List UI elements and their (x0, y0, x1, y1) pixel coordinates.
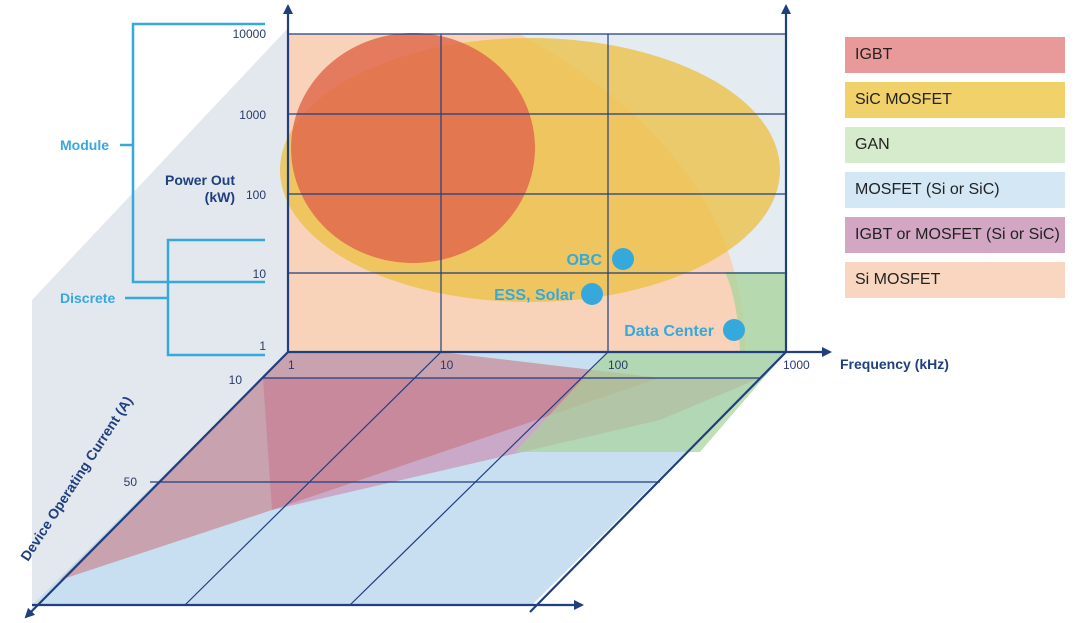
data-center-marker (723, 319, 745, 341)
depth-tick-10: 10 (229, 373, 243, 387)
y-tick-100: 100 (246, 188, 266, 202)
module-bracket (120, 22, 265, 284)
legend-item-mosfet-si-or-sic: MOSFET (Si or SiC) (845, 172, 1065, 208)
floor-gan-region (515, 352, 786, 452)
obc-marker (612, 248, 634, 270)
axes (24, 4, 832, 619)
x-tick-100: 100 (608, 358, 628, 372)
y-axis-title-line2: (kW) (205, 189, 235, 205)
obc-label: OBC (566, 252, 602, 269)
legend-item-gan: GAN (845, 127, 1065, 163)
y-tick-10: 10 (253, 267, 267, 281)
x-tick-1: 1 (288, 358, 295, 372)
y-tick-1: 1 (259, 339, 266, 353)
depth-axis-line (24, 351, 289, 619)
front-right-edge-line (529, 351, 787, 613)
side-wall (32, 28, 288, 612)
x-axis-title: Frequency (kHz) (840, 356, 949, 372)
y-tick-10000: 10000 (233, 27, 267, 41)
y-tick-1000: 1000 (239, 108, 266, 122)
x-tick-1000: 1000 (783, 358, 810, 372)
x-tick-10: 10 (440, 358, 454, 372)
data-center-label: Data Center (624, 323, 714, 340)
ess-solar-label: ESS, Solar (494, 287, 575, 304)
discrete-label: Discrete (60, 290, 115, 306)
y-axis-title-line1: Power Out (165, 172, 235, 188)
discrete-bracket (125, 238, 265, 357)
igbt-region (291, 33, 535, 263)
legend-item-igbt: IGBT (845, 37, 1065, 73)
legend-item-si-mosfet: Si MOSFET (845, 262, 1065, 298)
depth-tick-50: 50 (124, 475, 138, 489)
ess-solar-marker (581, 283, 603, 305)
module-label: Module (60, 137, 109, 153)
legend-item-igbt-or-mosfet: IGBT or MOSFET (Si or SiC) (845, 217, 1065, 253)
legend-item-sic-mosfet: SiC MOSFET (845, 82, 1065, 118)
back-wall-grid (288, 33, 786, 352)
floor-igbt-region (60, 352, 660, 580)
legend: IGBT SiC MOSFET GAN MOSFET (Si or SiC) I… (845, 37, 1065, 307)
